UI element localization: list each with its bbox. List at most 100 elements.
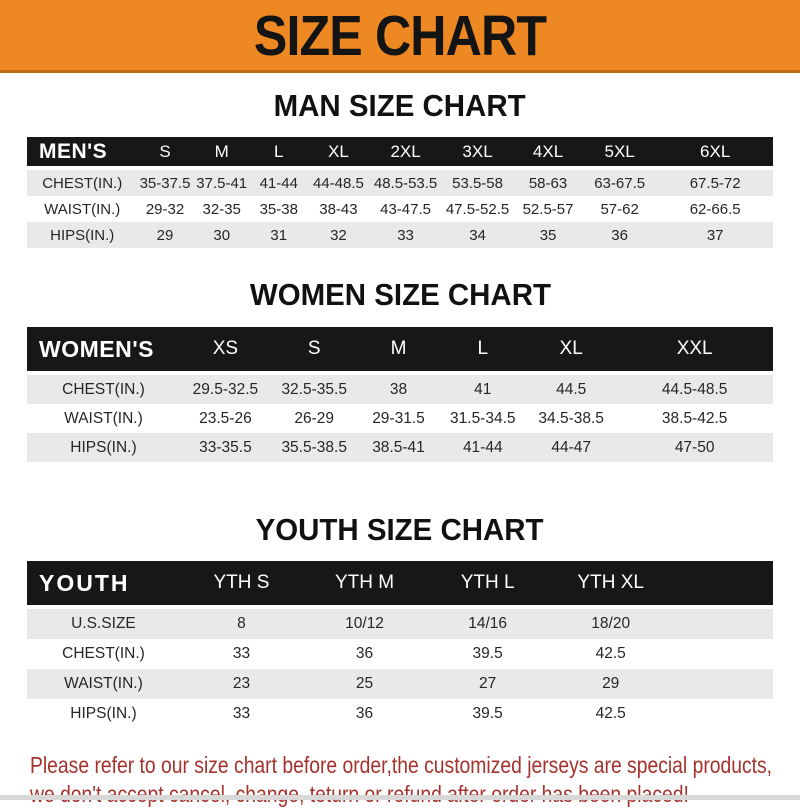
row-label: HIPS(IN.) <box>27 222 137 248</box>
size-value-cell: 39.5 <box>426 699 549 729</box>
size-value-cell: 14/16 <box>426 607 549 639</box>
size-value-cell: 44.5 <box>526 373 616 404</box>
size-value-cell: 42.5 <box>549 699 672 729</box>
size-value-cell: 47-50 <box>616 433 773 462</box>
table-header-label: YOUTH <box>27 561 180 607</box>
size-value-cell: 30 <box>193 222 251 248</box>
size-value-cell: 48.5-53.5 <box>370 168 441 196</box>
size-value-cell: 25 <box>303 669 426 699</box>
size-value-cell: 41-44 <box>440 433 527 462</box>
men-section-heading-text: MAN SIZE CHART <box>274 88 526 124</box>
row-label: WAIST(IN.) <box>27 669 180 699</box>
size-value-cell: 35-38 <box>251 196 307 222</box>
size-value-cell: 32.5-35.5 <box>271 373 358 404</box>
size-value-cell: 43-47.5 <box>370 196 441 222</box>
size-value-cell: 29-31.5 <box>357 404 439 433</box>
men-section-heading: MAN SIZE CHART <box>0 88 800 124</box>
table-header-label: MEN'S <box>27 137 137 168</box>
size-value-cell: 29 <box>549 669 672 699</box>
size-column-header: YTH XL <box>549 561 672 607</box>
size-column-header: YTH L <box>426 561 549 607</box>
women-section-heading: WOMEN SIZE CHART <box>0 277 800 313</box>
size-column-header: M <box>357 327 439 373</box>
size-value-cell: 32-35 <box>193 196 251 222</box>
size-value-cell: 38.5-42.5 <box>616 404 773 433</box>
row-label: CHEST(IN.) <box>27 639 180 669</box>
size-value-cell: 31 <box>251 222 307 248</box>
banner-title: SIZE CHART <box>254 6 546 65</box>
size-value-cell: 35 <box>514 222 582 248</box>
size-value-cell: 53.5-58 <box>441 168 514 196</box>
size-value-cell: 33-35.5 <box>180 433 271 462</box>
size-value-cell: 31.5-34.5 <box>440 404 527 433</box>
youth-section-heading-text: YOUTH SIZE CHART <box>256 512 544 548</box>
size-value-cell: 37 <box>657 222 773 248</box>
size-value-cell: 33 <box>180 639 303 669</box>
size-column-header: YTH S <box>180 561 303 607</box>
size-value-cell: 44-47 <box>526 433 616 462</box>
bottom-edge-strip <box>0 795 800 800</box>
filler-cell <box>672 639 773 669</box>
size-value-cell: 10/12 <box>303 607 426 639</box>
disclaimer-line-1: Please refer to our size chart before or… <box>30 751 677 780</box>
row-label: CHEST(IN.) <box>27 168 137 196</box>
size-column-header: XL <box>526 327 616 373</box>
size-value-cell: 44-48.5 <box>307 168 370 196</box>
size-value-cell: 33 <box>370 222 441 248</box>
row-label: CHEST(IN.) <box>27 373 180 404</box>
size-value-cell: 29-32 <box>137 196 192 222</box>
size-value-cell: 44.5-48.5 <box>616 373 773 404</box>
youth-section-heading: YOUTH SIZE CHART <box>0 512 800 548</box>
size-value-cell: 35.5-38.5 <box>271 433 358 462</box>
size-column-header: 3XL <box>441 137 514 168</box>
size-column-header: S <box>137 137 192 168</box>
size-value-cell: 62-66.5 <box>657 196 773 222</box>
size-value-cell: 37.5-41 <box>193 168 251 196</box>
size-value-cell: 47.5-52.5 <box>441 196 514 222</box>
size-value-cell: 63-67.5 <box>582 168 657 196</box>
row-label: U.S.SIZE <box>27 607 180 639</box>
size-value-cell: 8 <box>180 607 303 639</box>
row-label: WAIST(IN.) <box>27 404 180 433</box>
size-column-header: YTH M <box>303 561 426 607</box>
size-value-cell: 42.5 <box>549 639 672 669</box>
size-column-header: L <box>251 137 307 168</box>
size-column-header: M <box>193 137 251 168</box>
row-label: HIPS(IN.) <box>27 433 180 462</box>
disclaimer-line-2: we don't accept cancel, change, teturn o… <box>30 780 677 808</box>
size-column-header: XL <box>307 137 370 168</box>
filler-cell <box>672 669 773 699</box>
filler-cell <box>672 561 773 607</box>
size-value-cell: 36 <box>303 639 426 669</box>
size-column-header: 6XL <box>657 137 773 168</box>
size-column-header: 4XL <box>514 137 582 168</box>
table-header-label: WOMEN'S <box>27 327 180 373</box>
size-value-cell: 35-37.5 <box>137 168 192 196</box>
filler-cell <box>672 699 773 729</box>
row-label: WAIST(IN.) <box>27 196 137 222</box>
size-value-cell: 32 <box>307 222 370 248</box>
size-value-cell: 52.5-57 <box>514 196 582 222</box>
size-value-cell: 38.5-41 <box>357 433 439 462</box>
size-column-header: 2XL <box>370 137 441 168</box>
size-value-cell: 34.5-38.5 <box>526 404 616 433</box>
size-column-header: XS <box>180 327 271 373</box>
size-value-cell: 23 <box>180 669 303 699</box>
